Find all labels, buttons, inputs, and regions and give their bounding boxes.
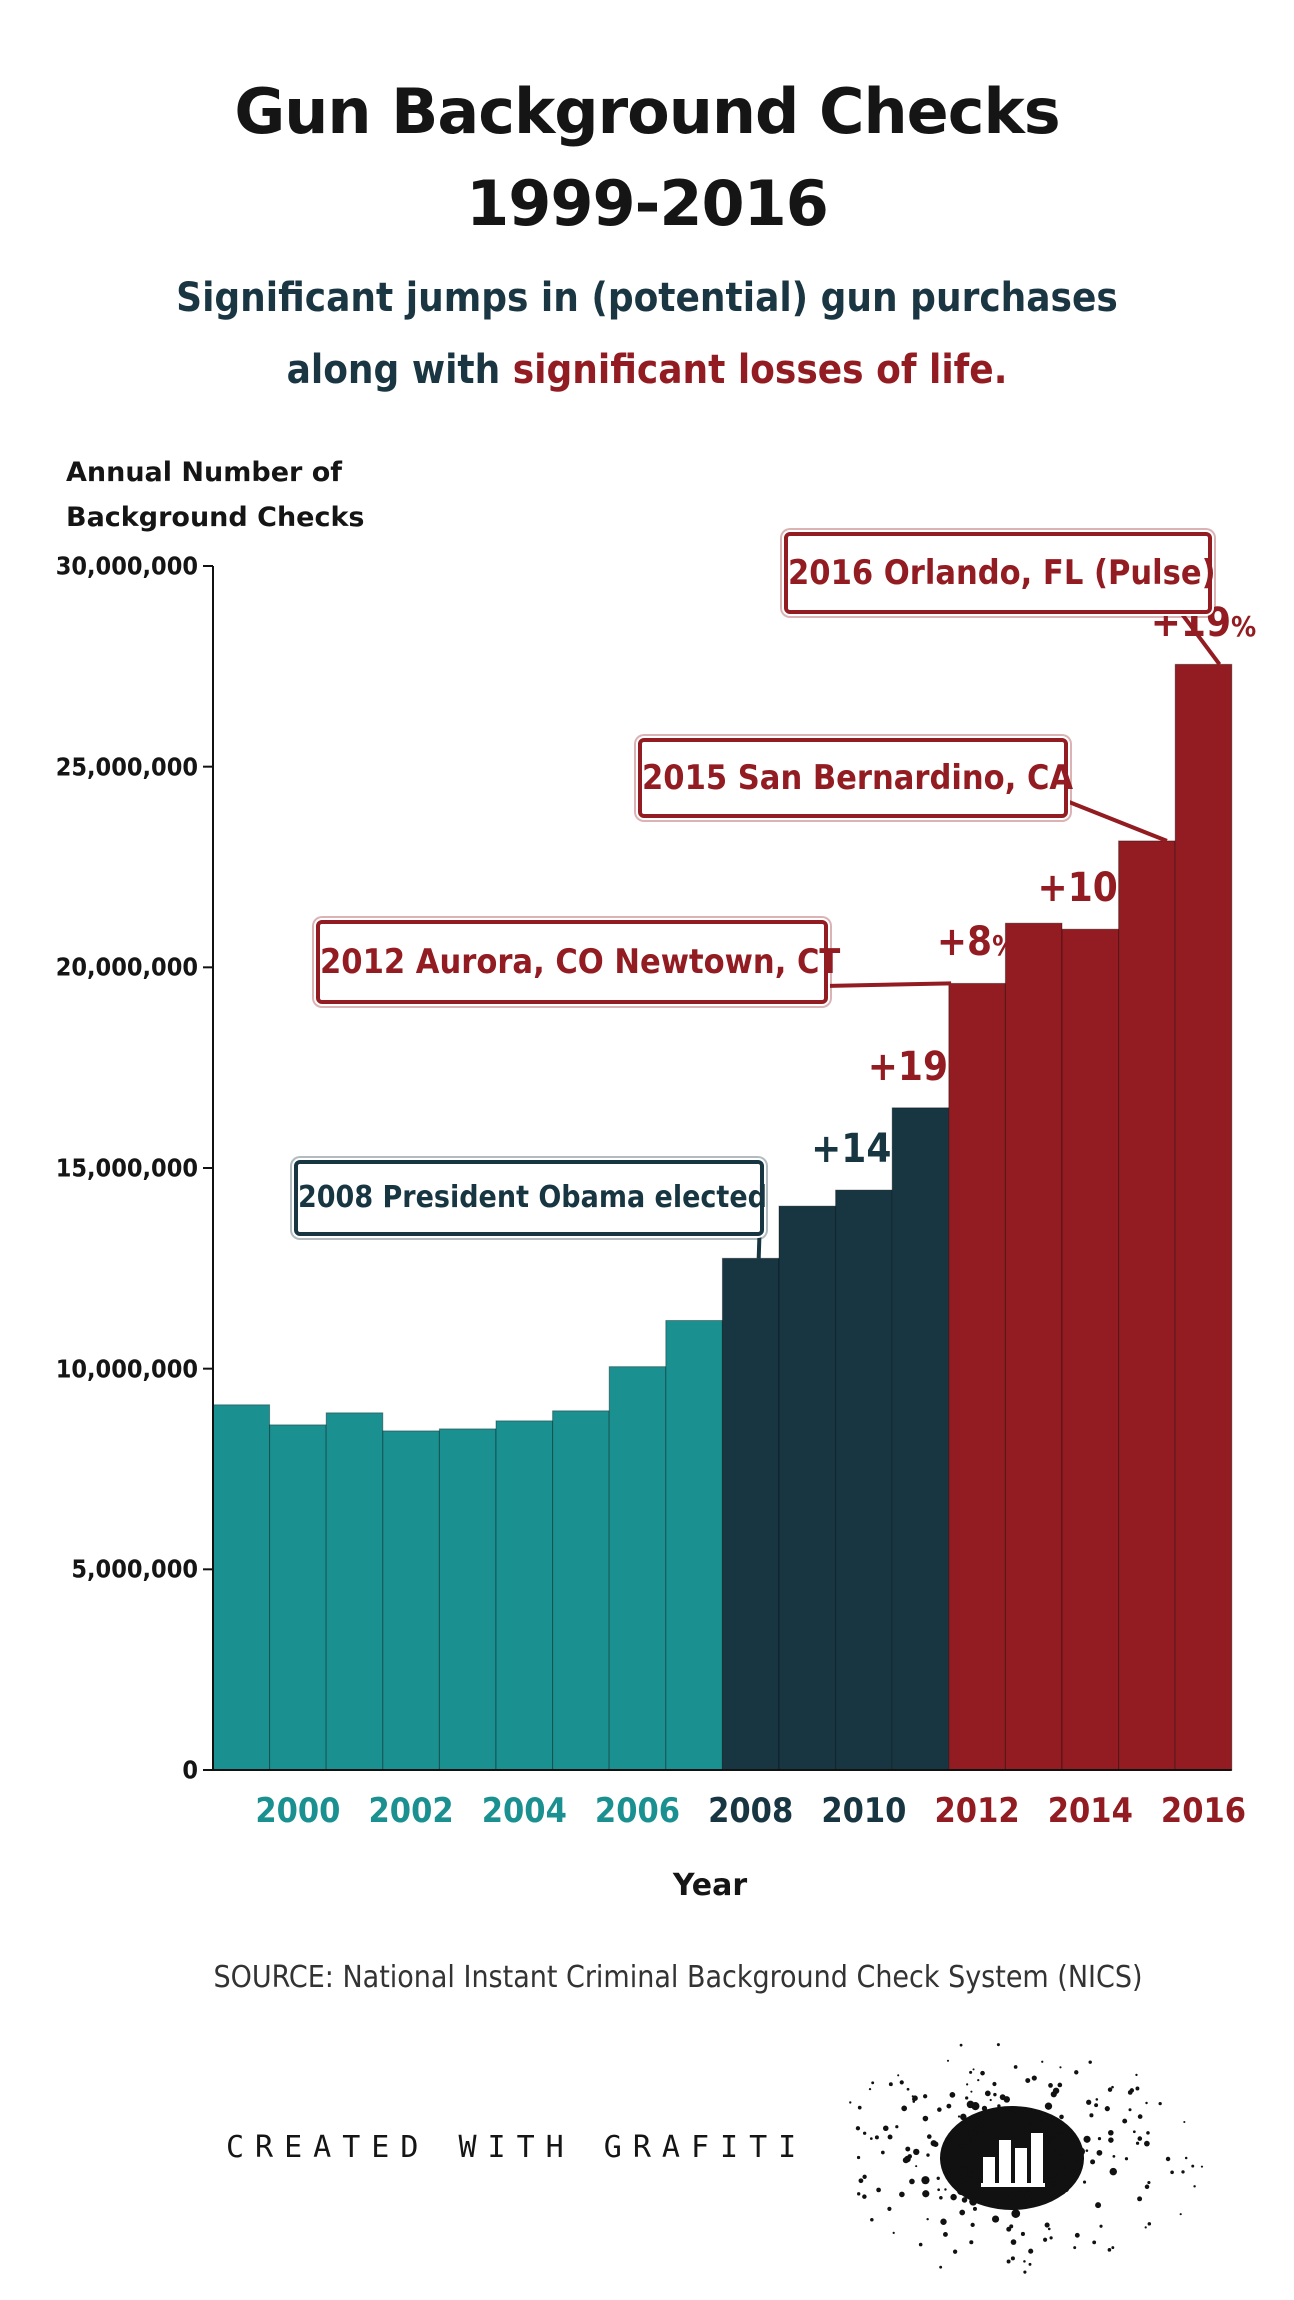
bar-2016	[1174, 663, 1233, 1771]
percent-change-label: +19%	[867, 1043, 974, 1090]
callout-connector	[1063, 798, 1168, 843]
y-tick-label: 5,000,000	[71, 1554, 198, 1584]
x-tick-label: 2008	[708, 1791, 794, 1831]
chart-title: Gun Background Checks 1999-2016	[0, 66, 1294, 250]
bar-2006	[608, 1366, 667, 1771]
bar-2010	[835, 1189, 893, 1771]
y-tick-label: 0	[182, 1755, 198, 1785]
x-tick-label: 2004	[481, 1791, 567, 1831]
subtitle-line2-prefix: along with	[286, 347, 513, 393]
bar-2011	[891, 1107, 950, 1771]
y-tick-label: 30,000,000	[55, 551, 198, 581]
callout-connector	[823, 981, 952, 988]
bar-2015	[1118, 840, 1176, 1771]
source-note: SOURCE: National Instant Criminal Backgr…	[213, 1960, 1143, 1995]
y-tick-label: 25,000,000	[55, 752, 198, 782]
bar-2005	[552, 1410, 610, 1771]
credit-text: CREATED WITH GRAFITI	[226, 2130, 808, 2165]
bar-2002	[382, 1430, 440, 1771]
chart-title-line1: Gun Background Checks	[234, 75, 1060, 148]
bar-2012	[948, 982, 1006, 1771]
percent-change-label: +10%	[1037, 865, 1144, 912]
subtitle-line1: Significant jumps in (potential) gun pur…	[176, 275, 1118, 321]
y-tick-label: 10,000,000	[55, 1354, 198, 1384]
y-tick-label: 20,000,000	[55, 952, 198, 982]
chart-subtitle: Significant jumps in (potential) gun pur…	[0, 262, 1294, 406]
event-callout-2015: 2015 San Bernardino, CA	[638, 738, 1073, 818]
bar-2001	[325, 1412, 384, 1771]
bar-1999	[212, 1404, 271, 1771]
bar-2000	[269, 1424, 327, 1771]
x-tick-label: 2006	[594, 1791, 681, 1831]
subtitle-line2: along with significant losses of life.	[0, 334, 1294, 406]
bar-2013	[1004, 922, 1063, 1771]
bar-2003	[438, 1428, 497, 1771]
y-axis-label-line2: Background Checks	[66, 502, 365, 533]
x-tick-label: 2014	[1047, 1791, 1133, 1831]
bar-2014	[1061, 928, 1120, 1771]
x-axis-title: Year	[672, 1868, 748, 1903]
percent-change-label: +14%	[811, 1126, 917, 1173]
bar-2004	[495, 1420, 554, 1771]
event-callout-2008: 2008 President Obama elected	[294, 1160, 767, 1236]
bar-2008	[721, 1257, 780, 1771]
x-tick-label: 2002	[368, 1791, 454, 1831]
event-callout-2016: 2016 Orlando, FL (Pulse)	[784, 532, 1216, 614]
chart-title-line2: 1999-2016	[466, 167, 829, 240]
y-axis-label-line1: Annual Number of	[66, 457, 343, 488]
bar-2009	[778, 1205, 837, 1771]
callout-connector	[1180, 612, 1222, 666]
y-tick-label: 15,000,000	[55, 1153, 198, 1183]
x-tick-label: 2010	[821, 1791, 907, 1831]
event-callout-2012: 2012 Aurora, CO Newtown, CT	[316, 920, 840, 1004]
y-axis-label: Annual Number of Background Checks	[66, 450, 406, 540]
x-tick-label: 2016	[1160, 1791, 1247, 1831]
bar-2007	[665, 1320, 723, 1771]
x-tick-label: 2000	[255, 1791, 341, 1831]
subtitle-line2-highlight: significant losses of life.	[512, 347, 1008, 393]
x-tick-label: 2012	[934, 1791, 1020, 1831]
percent-change-label: +8%	[936, 919, 1018, 966]
